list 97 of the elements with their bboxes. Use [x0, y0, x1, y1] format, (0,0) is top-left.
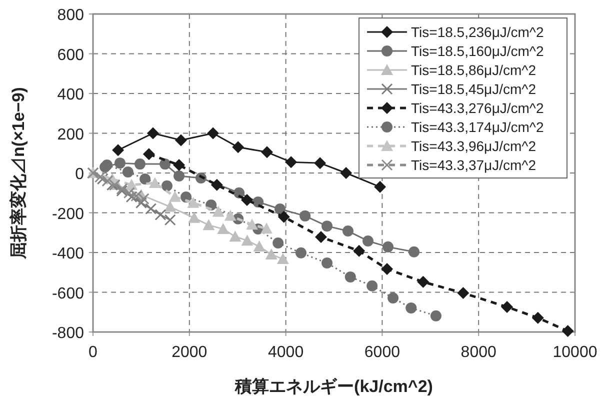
y-tick-label: 600 — [57, 46, 84, 64]
point — [212, 206, 224, 217]
point — [261, 146, 273, 158]
point — [114, 158, 126, 169]
point — [217, 223, 230, 234]
point — [224, 210, 236, 221]
point — [140, 173, 151, 184]
point — [112, 144, 124, 156]
point — [174, 134, 187, 146]
point — [532, 312, 544, 324]
point — [253, 240, 266, 252]
x-tick-label: 4000 — [268, 344, 304, 361]
y-tick-label: 400 — [57, 86, 84, 104]
point — [501, 300, 514, 313]
point — [285, 156, 298, 168]
legend-label: Tis=43.3,96μJ/cm^2 — [411, 138, 536, 154]
y-tick-label: 0 — [75, 166, 84, 183]
point — [265, 248, 278, 260]
point — [246, 218, 258, 230]
point — [188, 212, 200, 223]
x-tick-label: 10000 — [552, 344, 598, 361]
point — [322, 220, 333, 232]
x-tick-label: 6000 — [364, 344, 400, 361]
point — [210, 178, 223, 191]
point — [430, 310, 442, 322]
legend-label: Tis=43.3,37μJ/cm^2 — [411, 157, 536, 173]
point — [278, 210, 290, 223]
point — [130, 190, 142, 202]
point — [154, 208, 166, 220]
point — [126, 178, 138, 190]
point — [406, 302, 417, 314]
legend-label: Tis=18.5,86μJ/cm^2 — [411, 62, 536, 78]
point — [135, 197, 147, 209]
point — [408, 246, 420, 258]
point — [160, 158, 171, 170]
point — [173, 159, 186, 172]
y-axis-title: 屈折率変化⊿n(×1e−9) — [9, 87, 28, 260]
point — [344, 271, 356, 282]
y-tick-label: -200 — [52, 206, 84, 223]
point — [342, 226, 354, 237]
x-tick-label: 8000 — [460, 344, 496, 361]
point — [374, 180, 386, 193]
legend-label: Tis=18.5,236μJ/cm^2 — [411, 24, 544, 40]
point — [274, 203, 286, 214]
point — [138, 193, 150, 205]
point — [174, 170, 185, 182]
point — [122, 166, 134, 178]
x-axis-title: 積算エネルギー(kJ/cm^2) — [234, 377, 433, 396]
point — [314, 157, 326, 170]
x-tick-label: 0 — [88, 344, 98, 361]
point — [353, 244, 366, 257]
point — [164, 200, 176, 212]
point — [142, 148, 155, 160]
point — [241, 194, 253, 206]
point — [207, 127, 220, 140]
point — [94, 171, 106, 183]
point — [562, 325, 574, 338]
point — [362, 235, 374, 246]
point — [241, 234, 254, 246]
point — [134, 158, 146, 170]
legend-label: Tis=43.3,174μJ/cm^2 — [411, 119, 544, 135]
point — [272, 237, 284, 248]
point — [382, 241, 394, 252]
point — [161, 180, 172, 192]
point — [322, 258, 333, 269]
point — [260, 222, 273, 234]
point — [168, 190, 181, 202]
y-tick-label: -400 — [52, 246, 84, 262]
point — [381, 262, 394, 275]
y-tick-label: 800 — [57, 7, 84, 24]
point — [123, 187, 135, 199]
point — [295, 247, 306, 258]
point — [126, 191, 138, 203]
y-tick-label: -600 — [52, 285, 84, 302]
legend-label: Tis=43.3,276μJ/cm^2 — [411, 100, 544, 116]
point — [202, 219, 215, 230]
point — [164, 214, 176, 226]
point — [145, 203, 157, 215]
point — [457, 287, 470, 300]
point — [300, 210, 311, 222]
point — [314, 231, 327, 243]
legend-label: Tis=18.5,160μJ/cm^2 — [411, 43, 544, 59]
point — [276, 253, 289, 264]
point — [147, 127, 160, 140]
x-tick-label: 2000 — [172, 344, 208, 361]
point — [417, 276, 430, 288]
point — [148, 176, 161, 188]
point — [187, 196, 200, 208]
y-tick-label: 200 — [57, 126, 84, 144]
point — [366, 280, 378, 292]
point — [102, 175, 114, 187]
point — [340, 167, 352, 179]
point — [232, 141, 244, 154]
point — [388, 292, 399, 304]
legend-label: Tis=18.5,45μJ/cm^2 — [411, 81, 536, 97]
y-tick-label: -800 — [52, 325, 84, 342]
point — [229, 230, 242, 242]
